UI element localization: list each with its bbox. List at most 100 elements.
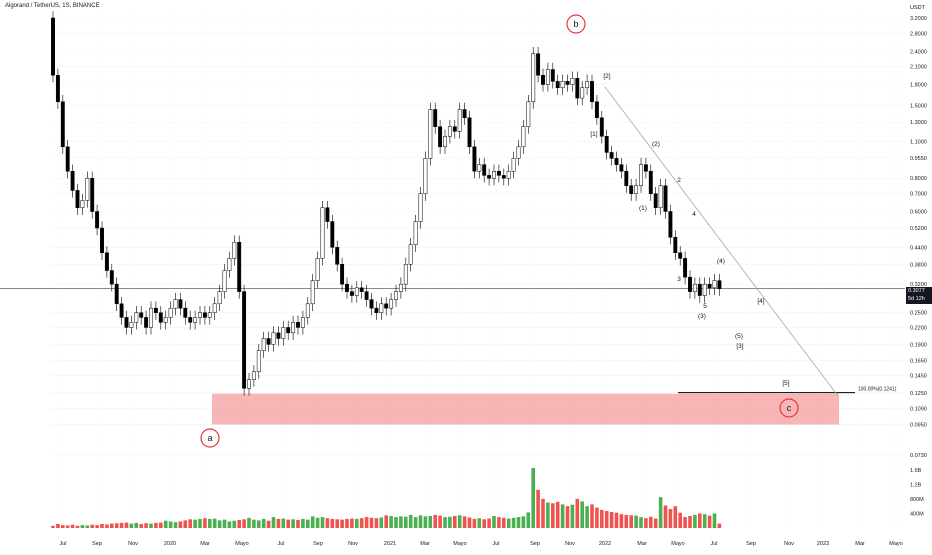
- candle-up: [389, 299, 394, 309]
- candle-down: [467, 117, 472, 148]
- candle-up: [702, 283, 707, 296]
- price-axis-label: 0.7000: [910, 192, 927, 198]
- candle-down: [202, 312, 207, 318]
- time-axis-label: Mar: [637, 541, 647, 547]
- volume-bar: [320, 517, 325, 528]
- volume-bar: [423, 516, 428, 528]
- price-axis-label: 0.2500: [910, 311, 927, 317]
- candle-up: [168, 307, 173, 318]
- volume-bar: [379, 517, 384, 528]
- candle-down: [114, 283, 119, 305]
- candle-down: [242, 291, 247, 389]
- target-zone-layer: 100.00%(0.1241): [212, 387, 897, 425]
- candle-down: [335, 247, 340, 265]
- volume-bar: [139, 524, 143, 528]
- volume-bar: [325, 518, 330, 528]
- current-price-badge: 0.3077 5d 12h: [906, 287, 932, 304]
- target-zone: [212, 393, 839, 425]
- price-axis-label: 0.1900: [910, 342, 927, 348]
- time-axis-label: 2020: [164, 541, 176, 547]
- candle-up: [251, 371, 256, 380]
- volume-bar: [653, 518, 658, 528]
- candle-up: [291, 322, 296, 334]
- volume-bar: [531, 468, 535, 528]
- candle-up: [305, 303, 310, 318]
- volume-bar: [580, 501, 584, 528]
- volume-bar: [154, 522, 158, 528]
- candle-up: [408, 244, 413, 265]
- candle-down: [536, 53, 541, 76]
- volume-bar: [364, 517, 369, 528]
- volume-bar: [502, 517, 506, 528]
- descending-trendline: [604, 86, 839, 397]
- candle-down: [237, 241, 242, 292]
- candle-down: [614, 158, 619, 165]
- volume-bar: [355, 518, 359, 528]
- candle-up: [217, 291, 222, 305]
- volume-bar: [281, 518, 286, 528]
- candle-down: [697, 283, 702, 296]
- candle-down: [688, 276, 692, 292]
- volume-bar: [330, 518, 335, 528]
- volume-bar: [110, 523, 114, 528]
- candle-up: [212, 303, 217, 313]
- time-axis-label: Sep: [92, 541, 102, 547]
- volume-bar: [198, 518, 202, 528]
- candle-down: [433, 109, 438, 127]
- volume-bar: [394, 517, 398, 528]
- candle-down: [501, 175, 506, 179]
- candle-down: [55, 75, 60, 103]
- candle-up: [256, 350, 261, 373]
- volume-bar: [261, 518, 266, 528]
- candle-down: [359, 287, 364, 292]
- current-price-countdown: 5d 12h: [908, 296, 925, 302]
- volume-bar: [506, 518, 511, 528]
- wave-label: (3): [698, 313, 706, 320]
- volume-bar: [663, 505, 668, 528]
- candle-up: [193, 317, 198, 323]
- volume-bar: [487, 518, 491, 528]
- grid-layer: [0, 14, 905, 530]
- time-axis-label: Jul: [277, 541, 284, 547]
- candle-down: [604, 136, 609, 153]
- candle-up: [443, 136, 447, 148]
- volume-bar: [247, 517, 251, 528]
- wave-label: 3: [677, 276, 681, 283]
- volume-bar: [565, 506, 570, 528]
- candle-up: [477, 164, 482, 172]
- time-axis-label: Sep: [746, 541, 756, 547]
- candle-up: [198, 312, 202, 318]
- candle-up: [516, 146, 521, 159]
- volume-bar: [399, 516, 403, 528]
- volume-bar: [448, 516, 452, 528]
- volume-bar: [497, 517, 501, 528]
- volume-bar: [301, 518, 305, 528]
- candle-up: [310, 280, 315, 305]
- price-axis-label: 0.4400: [910, 245, 927, 251]
- wave-label: (1): [639, 205, 647, 212]
- volume-bar: [516, 517, 521, 528]
- wave-label: [4]: [757, 298, 764, 305]
- candle-up: [163, 317, 168, 323]
- candle-down: [668, 211, 673, 238]
- wave-label: [3]: [736, 343, 743, 350]
- volume-bar: [443, 517, 447, 528]
- candle-down: [178, 299, 183, 309]
- fib-level-label: 100.00%(0.1241): [858, 387, 897, 393]
- candle-up: [261, 338, 266, 351]
- time-axis-label: Mar: [200, 541, 210, 547]
- wave-label: [2]: [603, 73, 610, 80]
- candle-down: [286, 327, 291, 334]
- candle-up: [712, 280, 717, 289]
- candle-down: [717, 280, 722, 289]
- time-axis-label: Nov: [784, 541, 794, 547]
- volume-bar: [242, 519, 246, 528]
- candle-down: [643, 164, 648, 172]
- candle-up: [85, 177, 90, 201]
- candle-up: [658, 185, 663, 208]
- price-axis-label: 0.1650: [910, 359, 927, 365]
- volume-bar: [168, 521, 173, 528]
- volume-bar: [526, 512, 531, 528]
